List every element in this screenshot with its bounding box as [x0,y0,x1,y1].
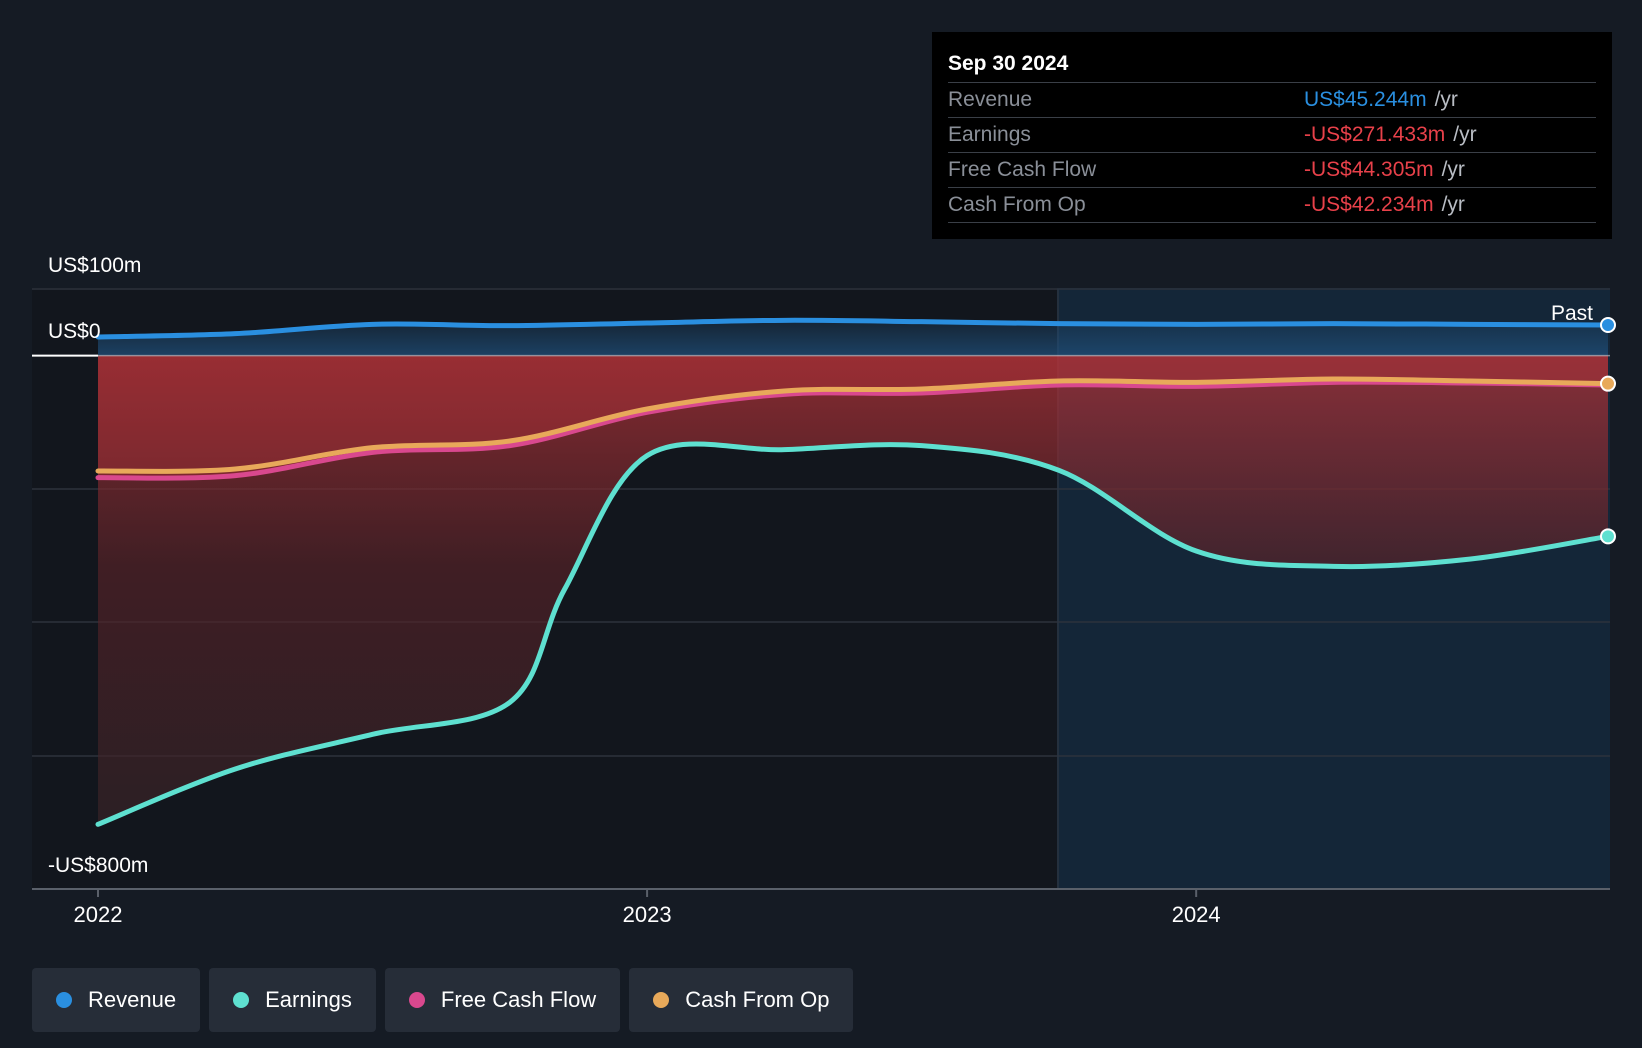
axis-labels: US$100m US$0 -US$800m 2022 2023 2024 Past [48,254,1593,927]
tooltip-label: Revenue [948,88,1033,111]
tooltip-value: -US$42.234m [1304,193,1434,216]
axes [32,354,1610,897]
loss-area [98,355,1608,825]
x-tick-label: 2022 [74,902,123,927]
revenue-line [95,317,1611,340]
earnings-endpoint [1600,528,1616,545]
free-cash-flow-dot-icon [408,992,425,1008]
legend-item-revenue[interactable]: Revenue [32,968,201,1032]
tooltip-row-earnings: Earnings -US$271.433m /yr [948,118,1596,153]
tooltip-row-revenue: Revenue US$45.244m /yr [948,83,1596,118]
tooltip-label: Cash From Op [948,193,1086,216]
legend-item-free-cash-flow[interactable]: Free Cash Flow [384,968,621,1032]
tooltip-row-cash-from-op: Cash From Op -US$42.234m /yr [948,188,1596,223]
cash-from-op-line [95,376,1611,474]
legend-label: Cash From Op [685,987,830,1012]
tooltip-unit: /yr [1434,88,1458,111]
tooltip-value: US$45.244m [1304,88,1427,111]
tooltip-date: Sep 30 2024 [948,46,1596,83]
tooltip: Sep 30 2024 Revenue US$45.244m /yr Earni… [932,32,1612,239]
revenue-dot-icon [56,992,72,1008]
x-tick-label: 2023 [623,902,672,927]
tooltip-label: Free Cash Flow [948,158,1097,181]
tooltip-value: -US$44.305m [1304,158,1434,181]
series-endpoints [1600,317,1616,545]
tooltip-row-free-cash-flow: Free Cash Flow -US$44.305m /yr [948,153,1596,188]
y-tick-label: US$0 [48,320,101,343]
free-cash-flow-line [95,379,1611,481]
tooltip-value: -US$271.433m [1304,123,1446,146]
cash-from-op-endpoint [1600,375,1616,392]
past-label: Past [1551,302,1593,325]
tooltip-unit: /yr [1453,123,1477,146]
cash-from-op-dot-icon [653,992,670,1008]
series-lines [95,317,1611,827]
legend: Revenue Earnings Free Cash Flow Cash Fro… [32,968,854,1032]
earnings-line [95,441,1611,827]
legend-label: Revenue [88,987,177,1012]
revenue-endpoint [1600,317,1616,333]
tooltip-label: Earnings [948,123,1031,146]
y-tick-label: US$100m [48,254,141,277]
revenue-area [98,320,1608,356]
legend-label: Earnings [265,987,352,1012]
tooltip-unit: /yr [1441,193,1465,216]
y-tick-label: -US$800m [48,854,148,877]
earnings-dot-icon [233,992,250,1008]
legend-label: Free Cash Flow [440,987,597,1012]
legend-item-earnings[interactable]: Earnings [209,968,376,1032]
tooltip-unit: /yr [1441,158,1465,181]
legend-item-cash-from-op[interactable]: Cash From Op [629,968,854,1032]
x-tick-label: 2024 [1172,902,1221,927]
